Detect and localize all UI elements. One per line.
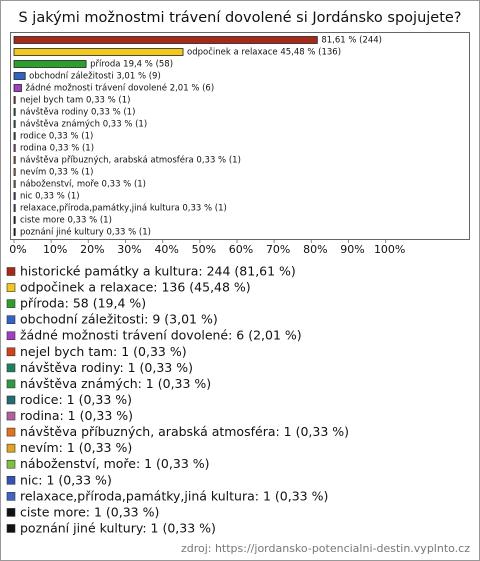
bar: [13, 84, 22, 92]
legend-label: žádné možnosti trávení dovolené: 6 (2,01…: [20, 328, 302, 343]
legend-label: obchodní záležitosti: 9 (3,01 %): [20, 312, 218, 327]
legend-swatch: [6, 299, 16, 308]
value-label: žádné možnosti trávení dovolené 2,01 % (…: [25, 83, 214, 94]
plot-frame: [10, 32, 470, 240]
value-label: nejel bych tam 0,33 % (1): [20, 96, 130, 106]
bar: [13, 60, 87, 68]
value-label: návštěva rodiny 0,33 % (1): [20, 107, 135, 118]
value-label: náboženství, moře 0,33 % (1): [20, 180, 146, 190]
x-tick-label: 60%: [229, 243, 253, 256]
legend-swatch: [6, 411, 16, 421]
x-tick-label: 70%: [266, 243, 290, 256]
legend-label: nic: 1 (0,33 %): [20, 472, 112, 487]
source: zdroj: https://jordansko-potencialni-des…: [181, 542, 470, 555]
bar: [13, 216, 16, 224]
legend-label: poznání jiné kultury: 1 (0,33 %): [20, 520, 216, 535]
legend-swatch: [6, 283, 16, 292]
x-tick-label: 90%: [340, 243, 364, 256]
x-tick-label: 20%: [80, 243, 104, 256]
value-label: nic 0,33 % (1): [20, 192, 80, 202]
bar: [13, 180, 16, 188]
legend-label: relaxace,příroda,památky,jiná kultura: 1…: [20, 488, 328, 503]
x-tick-label: 50%: [192, 243, 216, 256]
value-label: návštěva příbuzných, arabská atmosféra 0…: [20, 155, 241, 166]
legend-swatch: [6, 315, 16, 324]
bar: [13, 132, 16, 140]
legend-label: odpočinek a relaxace: 136 (45,48 %): [20, 280, 251, 295]
legend-swatch: [6, 492, 16, 501]
bar: [13, 108, 16, 116]
legend-swatch: [6, 395, 16, 405]
legend-label: návštěva příbuzných, arabská atmosféra: …: [20, 424, 349, 439]
legend-swatch: [6, 508, 16, 517]
x-tick-label: 0%: [9, 243, 26, 256]
legend-swatch: [6, 347, 16, 357]
value-label: 81,61 % (244): [321, 36, 382, 46]
legend-label: rodice: 1 (0,33 %): [20, 392, 132, 407]
x-tick-label: 80%: [303, 243, 327, 256]
legend-label: historické památky a kultura: 244 (81,61…: [20, 264, 296, 279]
legend-swatch: [6, 524, 16, 533]
bar: [13, 48, 184, 56]
bar: [13, 120, 16, 128]
x-tick-label: 40%: [154, 243, 178, 256]
value-label: poznání jiné kultury 0,33 % (1): [20, 227, 151, 238]
bar: [13, 168, 16, 176]
legend-label: návštěva známých: 1 (0,33 %): [20, 376, 211, 391]
legend-label: rodina: 1 (0,33 %): [20, 408, 133, 423]
value-label: ciste more 0,33 % (1): [20, 216, 112, 226]
legend-swatch: [6, 443, 16, 453]
legend-swatch: [6, 363, 16, 373]
legend-label: nejel bych tam: 1 (0,33 %): [20, 344, 187, 359]
value-label: příroda 19,4 % (58): [90, 60, 173, 70]
value-label: relaxace,příroda,památky,jiná kultura 0,…: [20, 204, 227, 214]
bar: [13, 156, 16, 164]
value-label: odpočinek a relaxace 45,48 % (136): [187, 47, 341, 58]
bar: [13, 192, 16, 200]
value-label: návštěva známých 0,33 % (1): [20, 119, 147, 130]
x-tick-label: 10%: [43, 243, 67, 256]
chart-title: S jakými možnostmi trávení dovolené si J…: [18, 10, 461, 26]
value-label: nevím 0,33 % (1): [20, 168, 93, 178]
legend-label: nevím: 1 (0,33 %): [20, 440, 132, 455]
bar: [13, 228, 16, 236]
value-label: rodice 0,33 % (1): [20, 132, 93, 142]
bar: [13, 72, 26, 80]
bar: [13, 204, 16, 212]
legend-label: návštěva rodiny: 1 (0,33 %): [20, 360, 193, 375]
legend-label: příroda: 58 (19,4 %): [20, 296, 146, 311]
value-label: rodina 0,33 % (1): [20, 144, 94, 154]
legend-swatch: [6, 459, 16, 469]
bar: [13, 144, 16, 152]
bar: [13, 96, 16, 104]
x-tick-label: 30%: [117, 243, 141, 256]
value-label: obchodní záležitosti 3,01 % (9): [29, 72, 161, 82]
legend-swatch: [6, 475, 16, 485]
legend-swatch: [6, 267, 16, 276]
legend-swatch: [6, 331, 16, 341]
legend-label: náboženství, moře: 1 (0,33 %): [20, 456, 210, 471]
legend-swatch: [6, 427, 16, 437]
x-tick-label: 100%: [374, 243, 405, 256]
bar: [13, 36, 318, 44]
legend-swatch: [6, 379, 16, 389]
legend-label: ciste more: 1 (0,33 %): [20, 504, 159, 519]
